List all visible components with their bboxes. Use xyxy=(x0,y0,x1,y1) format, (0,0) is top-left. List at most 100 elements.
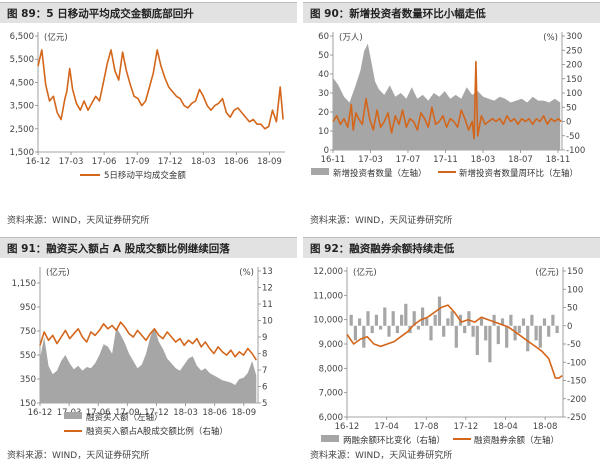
y-tick-label-right: 13 xyxy=(262,267,273,277)
y-tick-label-left: 8,000 xyxy=(319,364,343,374)
series-bar xyxy=(366,311,370,326)
series-bar xyxy=(479,318,484,326)
unit-label-right: (%) xyxy=(543,33,558,43)
x-tick-label: 17-08 xyxy=(414,422,439,432)
x-tick-label: 18-07 xyxy=(508,155,533,165)
y-tick-label-left: 750 xyxy=(20,327,36,337)
series-bar xyxy=(505,325,509,348)
legend-label: 新增投资者数量周环比（左轴） xyxy=(459,168,578,179)
legend-label: 两融余额环比变化（右轴） xyxy=(343,435,445,446)
series-bar xyxy=(429,325,433,341)
series-bar xyxy=(538,325,542,348)
series-bar xyxy=(362,325,366,348)
y-tick-label-right: -150 xyxy=(567,377,586,387)
legend-swatch-bar xyxy=(321,435,339,442)
series-bar xyxy=(526,325,530,352)
chart-fig91: 150 350 550 750 950 1,150 5 6 7 8 9 10 11 12 13 (亿元) (%)… xyxy=(12,267,273,437)
series-bar xyxy=(467,311,471,326)
y-tick-label-right: 6 xyxy=(262,383,267,393)
y-tick-label-left: 11,000 xyxy=(313,291,343,301)
series-bar xyxy=(484,325,488,341)
y-tick-label-right: 7 xyxy=(262,366,267,376)
source-note: 资料来源：WIND，天风证券研究所 xyxy=(310,216,453,226)
x-tick-label: 17-12 xyxy=(454,422,479,432)
y-tick-label-right: 100 xyxy=(566,89,582,99)
y-tick-label-left: 50 xyxy=(318,51,329,61)
y-tick-label-right: 50 xyxy=(567,304,578,314)
y-tick-label-left: 7,000 xyxy=(319,389,343,399)
source-note: 资料来源：WIND，天风证券研究所 xyxy=(310,451,453,461)
series-bar xyxy=(353,325,357,341)
x-tick-label: 16-12 xyxy=(335,422,360,432)
y-tick-label-right: 0 xyxy=(567,322,572,332)
series-line xyxy=(346,304,563,379)
x-tick-label: 18-04 xyxy=(493,422,518,432)
title-bar: 图 89：5 日移动平均成交金额底部回升 xyxy=(0,2,297,23)
series-area xyxy=(40,327,257,403)
y-tick-label-right: -100 xyxy=(567,358,586,368)
y-tick-label-left: 40 xyxy=(318,70,329,80)
x-tick-label: 18-06 xyxy=(202,408,227,418)
series-bar xyxy=(530,314,534,326)
y-tick-label-left: 10,000 xyxy=(313,316,343,326)
y-tick-label-right: 100 xyxy=(567,285,583,295)
series-bar xyxy=(383,307,387,326)
title-bar: 图 92：融资融券余额持续走低 xyxy=(303,237,600,258)
x-tick-label: 17-12 xyxy=(158,157,183,167)
series-bar xyxy=(488,325,492,363)
x-tick-label: 17-06 xyxy=(92,157,117,167)
series-bar xyxy=(387,325,391,337)
y-tick-label-left: 20 xyxy=(318,108,329,118)
series-bar xyxy=(534,325,538,341)
y-tick-label-left: 150 xyxy=(20,399,36,409)
series-bar xyxy=(425,318,429,326)
legend-swatch-area xyxy=(64,412,82,419)
y-tick-label-left: 1,500 xyxy=(10,148,34,158)
y-tick-label-right: -250 xyxy=(567,413,586,423)
y-tick-label-right: 12 xyxy=(262,284,273,294)
series-bar xyxy=(370,325,374,334)
series-bar xyxy=(555,325,559,334)
series-line xyxy=(332,60,562,140)
unit-label-left: (亿元) xyxy=(46,267,70,278)
y-tick-label-right: 250 xyxy=(566,46,582,56)
y-tick-label-right: 50 xyxy=(566,103,577,113)
x-tick-label: 17-09 xyxy=(125,157,150,167)
unit-label-left: (亿元) xyxy=(353,267,377,278)
series-bar xyxy=(517,325,521,334)
y-tick-label-left: 1,150 xyxy=(12,279,36,289)
x-tick-label: 18-03 xyxy=(173,408,198,418)
y-tick-label-left: 60 xyxy=(318,32,329,42)
y-tick-label-right: -200 xyxy=(567,395,586,405)
source-note: 资料来源：WIND，天风证券研究所 xyxy=(7,451,150,461)
chart-fig89: 1,500 2,500 3,500 4,500 5,500 6,500 (亿元) 16-12 1… xyxy=(10,32,285,181)
x-tick-label: 16-12 xyxy=(28,408,53,418)
series-bar xyxy=(395,325,399,334)
y-tick-label-right: -50 xyxy=(567,340,581,350)
y-tick-label-left: 30 xyxy=(318,89,329,99)
y-tick-label-left: 3,500 xyxy=(10,102,34,112)
y-tick-label-right: 150 xyxy=(566,75,582,85)
legend-swatch-area xyxy=(311,168,329,175)
x-tick-label: 17-11 xyxy=(433,155,458,165)
y-tick-label-left: 350 xyxy=(20,375,36,385)
y-tick-label-right: 150 xyxy=(567,267,583,277)
y-tick-label-right: 0 xyxy=(566,118,571,128)
y-tick-label-right: 300 xyxy=(566,32,582,42)
series-bar xyxy=(509,314,513,326)
legend-label: 融资买入额（左轴） xyxy=(86,412,163,423)
x-tick-label: 18-09 xyxy=(257,157,282,167)
x-tick-label: 18-11 xyxy=(546,155,571,165)
series-bar xyxy=(412,311,416,326)
panel-fig89: 图 89：5 日移动平均成交金额底部回升 1,500 2,500 3,500 4,50… xyxy=(0,0,297,234)
y-tick-label-left: 10 xyxy=(318,127,329,137)
series-bar xyxy=(400,314,404,326)
legend-label: 融资买入额占A股成交额比例（右轴） xyxy=(86,426,228,437)
series-bar xyxy=(416,325,420,330)
series-bar xyxy=(496,325,500,345)
legend-label: 融资融券余额（左轴） xyxy=(474,435,559,446)
series-bar xyxy=(433,314,437,326)
x-tick-label: 16-11 xyxy=(321,155,346,165)
y-tick-label-right: 8 xyxy=(262,350,267,360)
series-bar xyxy=(454,325,458,348)
